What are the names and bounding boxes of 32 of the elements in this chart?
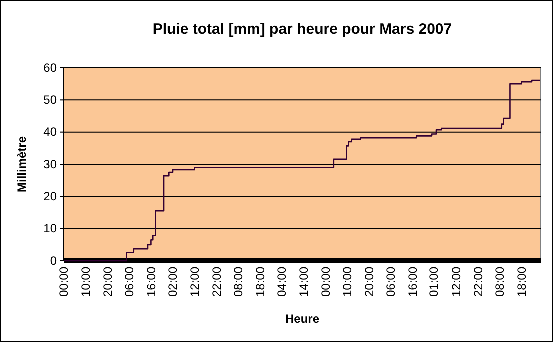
x-tick-label: 01:00 (427, 266, 442, 298)
x-tick-label: 10:00 (79, 266, 93, 298)
x-axis-title: Heure (285, 312, 320, 326)
x-tick-label: 08:00 (232, 266, 246, 298)
x-tick-label: 12:00 (450, 266, 464, 298)
y-tick-label: 10 (44, 222, 58, 236)
y-tick-label: 60 (44, 60, 58, 75)
x-tick-label: 20:00 (100, 266, 115, 298)
y-tick-label: 50 (44, 93, 58, 108)
x-tick-label: 10:00 (340, 266, 355, 298)
x-tick-label: 06:00 (122, 266, 137, 298)
chart-title: Pluie total [mm] par heure pour Mars 2007 (152, 21, 452, 38)
x-tick-label: 22:00 (471, 266, 486, 298)
x-tick-label: 16:00 (144, 266, 158, 298)
x-tick-label: 14:00 (296, 266, 311, 298)
x-tick-label: 18:00 (514, 266, 529, 298)
x-tick-label: 18:00 (253, 266, 268, 298)
x-tick-label: 20:00 (362, 266, 376, 298)
y-tick-label: 20 (44, 190, 58, 204)
x-tick-label: 12:00 (188, 266, 202, 298)
y-tick-label: 0 (50, 254, 58, 268)
x-tick-label: 04:00 (275, 266, 290, 298)
y-tick-label: 40 (44, 125, 58, 140)
x-tick-label: 06:00 (384, 266, 398, 298)
x-tick-label: 02:00 (166, 266, 180, 298)
x-tick-label: 00:00 (318, 266, 333, 298)
x-tick-label: 08:00 (493, 266, 508, 298)
y-tick-label: 30 (44, 157, 58, 172)
x-tick-label: 16:00 (406, 266, 420, 298)
x-tick-label: 00:00 (57, 266, 72, 298)
y-axis-title: Millimètre (15, 136, 29, 193)
x-tick-label: 22:00 (210, 266, 224, 298)
